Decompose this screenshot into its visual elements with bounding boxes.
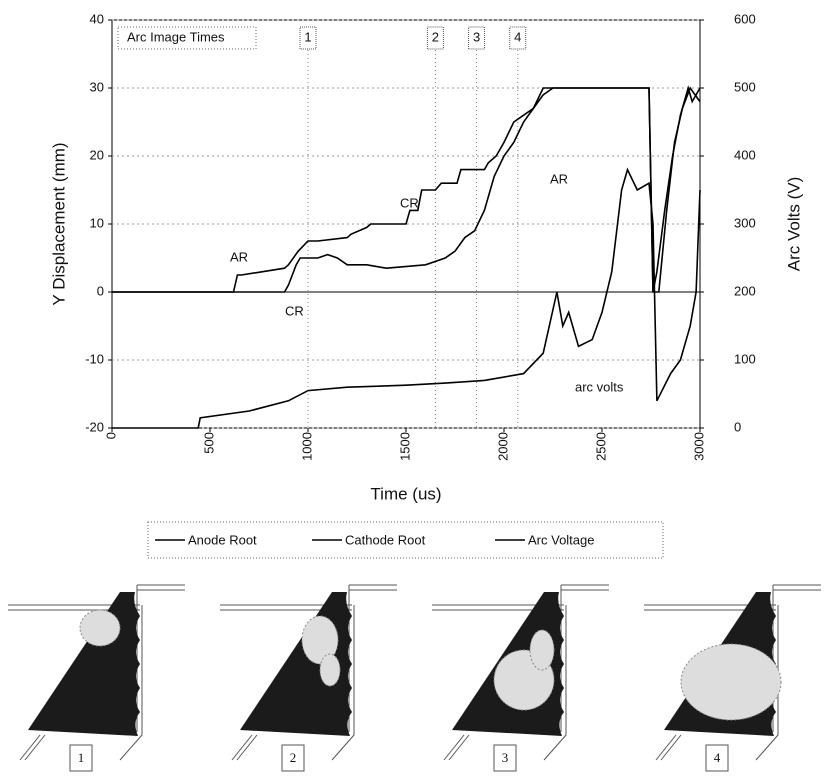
arc-region	[28, 592, 140, 736]
electrode	[644, 604, 779, 761]
y-tick-label: -10	[85, 351, 104, 366]
image-time-label: 1	[304, 29, 311, 44]
image-time-label: 2	[432, 29, 439, 44]
electrode	[220, 604, 355, 761]
marker-box	[117, 26, 257, 50]
electrode	[19, 584, 185, 761]
x-axis-label: Time (us)	[370, 484, 441, 503]
y-tick-label: 30	[90, 79, 104, 94]
electrode	[231, 584, 397, 761]
legend	[147, 521, 664, 559]
electrode	[443, 584, 609, 761]
panel-label-box	[705, 744, 729, 772]
x-tick-label: 3000	[691, 432, 706, 461]
series-line	[112, 167, 701, 429]
image-time-box	[426, 26, 444, 50]
x-tick-label: 1000	[299, 432, 314, 461]
y2-tick-label: 200	[734, 283, 756, 298]
y2-tick-label: 0	[734, 419, 741, 434]
image-time-box	[468, 26, 486, 50]
panel-label-box	[281, 744, 305, 772]
electrode	[8, 604, 143, 761]
annotation: arc volts	[575, 379, 624, 394]
x-tick-label: 2000	[495, 432, 510, 461]
x-tick-label: 2500	[593, 432, 608, 461]
y-tick-label: 10	[90, 215, 104, 230]
series-line	[112, 86, 701, 293]
annotation: AR	[230, 249, 248, 264]
legend-label: Arc Voltage	[528, 532, 595, 547]
image-panel: 3	[432, 584, 609, 772]
y2-tick-label: 600	[734, 11, 756, 26]
panel-label-box	[69, 744, 93, 772]
legend-label: Cathode Root	[345, 532, 426, 547]
arc-root	[79, 609, 121, 647]
arc-root	[319, 653, 341, 687]
panel-label: 3	[502, 750, 509, 765]
y2-axis-label: Arc Volts (V)	[784, 177, 803, 271]
image-time-label: 3	[473, 29, 480, 44]
y-axis-label: Y Displacement (mm)	[49, 142, 68, 305]
y-tick-label: -20	[85, 419, 104, 434]
y2-tick-label: 500	[734, 79, 756, 94]
annotation: AR	[550, 171, 568, 186]
x-tick-label: 0	[103, 432, 118, 439]
y2-tick-label: 400	[734, 147, 756, 162]
electrode	[432, 604, 567, 761]
arc-root	[529, 629, 555, 671]
y-tick-label: 0	[97, 283, 104, 298]
x-tick-label: 500	[201, 432, 216, 454]
legend-label: Anode Root	[188, 532, 257, 547]
panel-label-box	[493, 744, 517, 772]
y2-tick-label: 100	[734, 351, 756, 366]
y-tick-label: 40	[90, 11, 104, 26]
image-time-box	[299, 26, 317, 50]
annotation: CR	[400, 195, 419, 210]
y-tick-label: 20	[90, 147, 104, 162]
panel-label: 4	[714, 750, 721, 765]
marker-title: Arc Image Times	[127, 29, 225, 44]
x-tick-label: 1500	[397, 432, 412, 461]
image-panel: 1	[8, 584, 185, 772]
arc-root	[301, 615, 339, 665]
electrode	[655, 584, 821, 761]
y2-tick-label: 300	[734, 215, 756, 230]
image-panel: 4	[644, 584, 821, 772]
panel-label: 2	[290, 750, 297, 765]
panel-label: 1	[78, 750, 85, 765]
image-panel: 2	[220, 584, 397, 772]
arc-root	[680, 643, 782, 721]
image-time-label: 4	[514, 29, 521, 44]
image-time-box	[509, 26, 527, 50]
annotation: CR	[285, 303, 304, 318]
series-line	[112, 85, 701, 293]
